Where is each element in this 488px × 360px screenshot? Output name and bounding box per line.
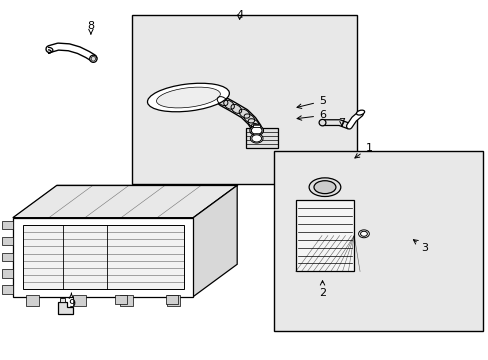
Polygon shape	[13, 185, 237, 218]
Bar	[245, 128, 277, 148]
Bar	[120, 296, 133, 306]
Text: 7: 7	[338, 118, 345, 128]
Ellipse shape	[319, 120, 325, 126]
Text: 9: 9	[68, 293, 75, 309]
Ellipse shape	[156, 87, 220, 108]
Bar	[273, 151, 483, 330]
Text: 2: 2	[318, 281, 325, 298]
Text: 5: 5	[296, 96, 325, 108]
Bar	[2, 285, 13, 294]
Ellipse shape	[91, 57, 95, 61]
Bar	[2, 269, 13, 278]
Bar	[26, 296, 39, 306]
Bar	[2, 253, 13, 261]
Ellipse shape	[308, 178, 340, 197]
Circle shape	[250, 134, 263, 143]
Bar	[60, 298, 65, 302]
Circle shape	[249, 126, 263, 135]
Text: 3: 3	[412, 240, 427, 253]
Text: 6: 6	[297, 111, 325, 121]
Ellipse shape	[147, 83, 229, 112]
Bar	[165, 296, 178, 305]
Polygon shape	[22, 225, 183, 289]
Circle shape	[358, 230, 368, 238]
Bar	[2, 237, 13, 245]
Bar	[2, 221, 13, 229]
Bar	[73, 296, 86, 306]
Bar	[132, 15, 356, 184]
Ellipse shape	[313, 181, 335, 194]
Polygon shape	[58, 302, 73, 315]
Text: 8: 8	[87, 21, 94, 34]
Bar	[295, 200, 353, 271]
Ellipse shape	[89, 55, 97, 62]
Bar	[115, 296, 127, 305]
Polygon shape	[193, 185, 237, 297]
Ellipse shape	[356, 110, 364, 115]
Text: 4: 4	[236, 10, 243, 20]
Bar	[167, 296, 180, 306]
Polygon shape	[13, 218, 193, 297]
Text: 1: 1	[354, 143, 371, 158]
Bar	[253, 124, 260, 127]
